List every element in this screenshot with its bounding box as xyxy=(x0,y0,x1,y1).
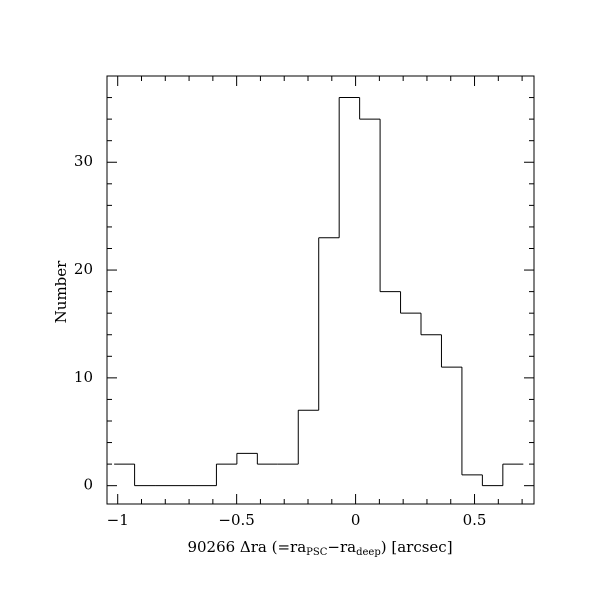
x-axis-label-part: −ra xyxy=(327,538,356,556)
plot-frame xyxy=(106,75,535,505)
x-tick-label: −1 xyxy=(107,511,129,529)
x-axis-label-part: ) [arcsec] xyxy=(381,538,453,556)
x-tick-label: 0.5 xyxy=(463,511,487,529)
x-axis-label-part: PSC xyxy=(306,547,328,558)
y-axis-label: Number xyxy=(52,260,70,323)
y-tick-label: 10 xyxy=(74,368,93,386)
y-tick-label: 30 xyxy=(74,152,93,170)
x-tick-label: 0 xyxy=(351,511,361,529)
y-tick-label: 20 xyxy=(74,260,93,278)
x-tick-label: −0.5 xyxy=(218,511,254,529)
x-axis-label-part: deep xyxy=(356,547,381,558)
x-axis-label-part: 90266 Δra (=ra xyxy=(187,538,306,556)
y-tick-label: 0 xyxy=(83,476,93,494)
x-axis-label: 90266 Δra (=raPSC−radeep) [arcsec] xyxy=(187,538,452,558)
